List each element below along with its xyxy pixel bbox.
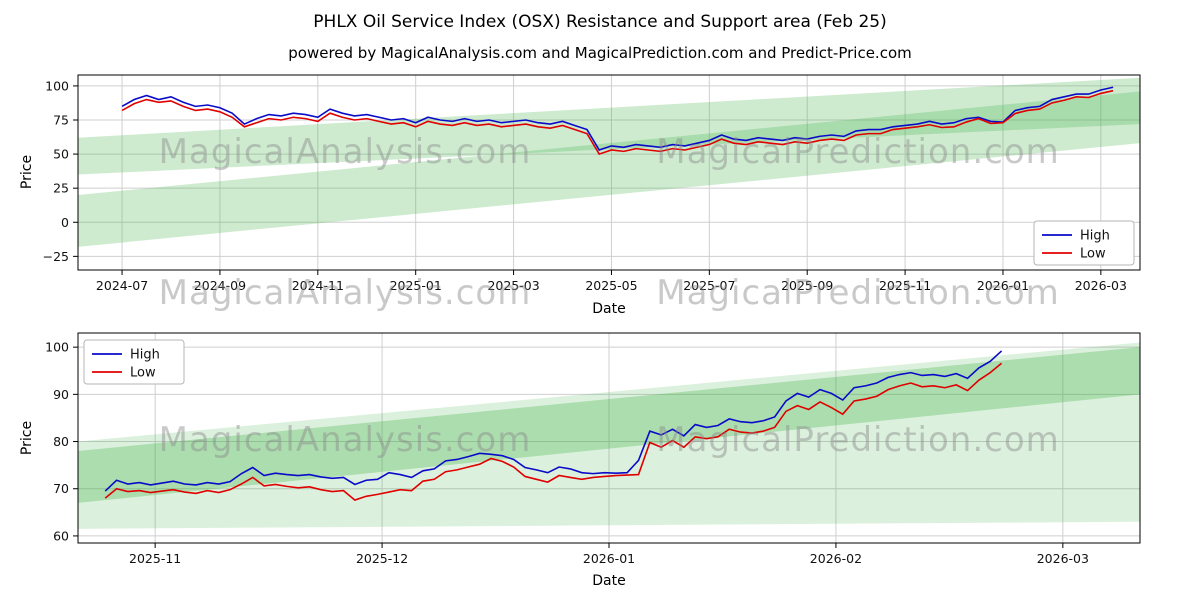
x-axis-label-top: Date [592, 301, 626, 317]
x-tick-label: 2026-01 [977, 278, 1029, 293]
figure-title: PHLX Oil Service Index (OSX) Resistance … [313, 12, 887, 32]
watermark-text: MagicalAnalysis.com [158, 273, 532, 313]
x-tick-label: 2025-12 [356, 551, 408, 566]
legend-box [83, 339, 185, 385]
x-tick-label: 2025-05 [585, 278, 637, 293]
x-tick-label: 2026-02 [810, 551, 862, 566]
resistance-band [78, 77, 1140, 175]
x-tick-label: 2026-03 [1037, 551, 1089, 566]
x-tick-label: 2024-07 [96, 278, 148, 293]
y-tick-label: 0 [61, 215, 69, 230]
high-line [104, 350, 1003, 492]
watermark-text: MagicalPrediction.com [656, 420, 1060, 460]
watermark-text: MagicalAnalysis.com [158, 420, 532, 460]
x-tick-label: 2026-03 [1075, 278, 1127, 293]
y-tick-label: 75 [53, 113, 69, 128]
x-tick-label: 2026-01 [583, 551, 635, 566]
y-tick-label: 60 [53, 528, 69, 543]
y-tick-label: 80 [53, 434, 69, 449]
y-tick-label: 70 [53, 481, 69, 496]
x-axis-label-bottom: Date [592, 573, 626, 589]
y-tick-label: 100 [45, 340, 69, 355]
y-tick-label: 25 [53, 181, 69, 196]
x-tick-label: 2025-01 [390, 278, 442, 293]
x-tick-label: 2024-09 [194, 278, 246, 293]
legend-box [1033, 220, 1135, 266]
x-tick-label: 2025-11 [129, 551, 181, 566]
support-band-wide [78, 342, 1140, 529]
watermark-text: MagicalPrediction.com [656, 273, 1060, 313]
y-tick-label: 100 [45, 78, 69, 93]
legend-label: Low [130, 366, 156, 381]
y-axis-label-top: Price [19, 154, 35, 190]
x-tick-label: 2025-09 [781, 278, 833, 293]
watermark-text: MagicalAnalysis.com [158, 132, 532, 172]
x-tick-label: 2025-11 [879, 278, 931, 293]
full-history-chart: 2024-07 2024-09 2024-11 2025-01 2025-03 2025-… [43, 74, 1141, 293]
low-line [121, 89, 1114, 156]
y-axis-label-bottom: Price [19, 420, 35, 456]
watermark-text: MagicalPrediction.com [656, 132, 1060, 172]
legend-label: Low [1080, 247, 1106, 262]
high-line [121, 86, 1114, 151]
figure-subtitle: powered by MagicalAnalysis.com and Magic… [288, 44, 912, 62]
x-tick-label: 2024-11 [292, 278, 344, 293]
recent-zoom-chart: 2025-11 2025-12 2026-01 2026-02 2026-03 60 70 8… [45, 332, 1141, 566]
y-tick-label: 90 [53, 387, 69, 402]
legend-label: High [130, 348, 160, 363]
low-line [104, 362, 1003, 501]
resistance-band-core [78, 347, 1140, 503]
plot-border [77, 74, 1141, 271]
y-tick-label: 50 [53, 147, 69, 162]
x-tick-label: 2025-03 [487, 278, 539, 293]
y-tick-label: −25 [43, 249, 69, 264]
legend-label: High [1080, 229, 1110, 244]
x-tick-label: 2025-07 [683, 278, 735, 293]
